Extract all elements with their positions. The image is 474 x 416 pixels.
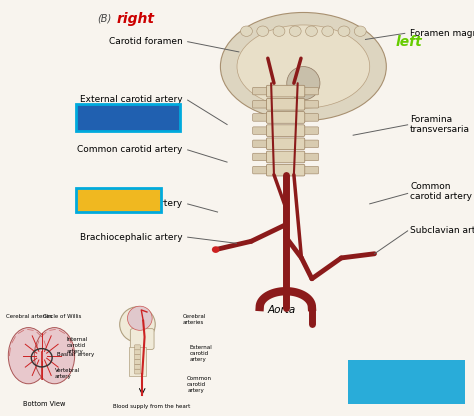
Ellipse shape xyxy=(257,26,269,36)
FancyBboxPatch shape xyxy=(266,164,305,176)
Circle shape xyxy=(212,246,219,253)
Text: Common carotid artery: Common carotid artery xyxy=(77,145,182,154)
Ellipse shape xyxy=(354,26,366,36)
Ellipse shape xyxy=(338,26,350,36)
Text: SKETCHFAB: SKETCHFAB xyxy=(368,367,445,380)
FancyBboxPatch shape xyxy=(266,151,305,163)
FancyBboxPatch shape xyxy=(302,166,319,174)
Text: Brachiocephalic artery: Brachiocephalic artery xyxy=(80,233,182,242)
FancyBboxPatch shape xyxy=(253,153,269,161)
FancyBboxPatch shape xyxy=(302,114,319,121)
FancyBboxPatch shape xyxy=(302,87,319,95)
FancyBboxPatch shape xyxy=(129,347,146,376)
FancyBboxPatch shape xyxy=(253,140,269,148)
Ellipse shape xyxy=(273,26,285,36)
Text: External carotid artery: External carotid artery xyxy=(80,95,182,104)
Ellipse shape xyxy=(287,67,320,100)
Text: Circle of Willis: Circle of Willis xyxy=(374,388,438,397)
FancyBboxPatch shape xyxy=(266,111,305,123)
FancyBboxPatch shape xyxy=(253,114,269,121)
Text: Common
carotid artery: Common carotid artery xyxy=(410,182,472,201)
Ellipse shape xyxy=(8,328,48,384)
FancyBboxPatch shape xyxy=(135,345,140,350)
FancyBboxPatch shape xyxy=(135,354,140,359)
Ellipse shape xyxy=(34,328,75,384)
FancyBboxPatch shape xyxy=(253,101,269,108)
FancyBboxPatch shape xyxy=(135,364,140,369)
Text: Internal
carotid
artery: Internal carotid artery xyxy=(66,337,88,354)
FancyBboxPatch shape xyxy=(348,360,465,404)
FancyBboxPatch shape xyxy=(76,188,161,212)
FancyBboxPatch shape xyxy=(302,140,319,148)
FancyBboxPatch shape xyxy=(135,359,140,364)
Ellipse shape xyxy=(240,26,252,36)
Ellipse shape xyxy=(128,306,152,330)
Text: External
carotid
artery: External carotid artery xyxy=(190,345,212,362)
Text: right: right xyxy=(116,12,154,27)
FancyBboxPatch shape xyxy=(130,329,154,349)
Text: Foramina
transversaria: Foramina transversaria xyxy=(410,115,470,134)
Text: left: left xyxy=(396,35,422,50)
Text: Cerebral arteries: Cerebral arteries xyxy=(6,314,52,319)
Text: (B): (B) xyxy=(97,13,111,23)
Text: Cerebral
arteries: Cerebral arteries xyxy=(182,314,206,325)
Text: Bottom View: Bottom View xyxy=(23,401,65,407)
FancyBboxPatch shape xyxy=(266,99,305,110)
FancyBboxPatch shape xyxy=(266,85,305,97)
FancyBboxPatch shape xyxy=(302,153,319,161)
Text: Vertebral
artery: Vertebral artery xyxy=(55,368,80,379)
Ellipse shape xyxy=(237,25,370,108)
FancyBboxPatch shape xyxy=(266,125,305,136)
Text: Aorta: Aorta xyxy=(268,305,296,315)
Ellipse shape xyxy=(289,26,301,36)
Ellipse shape xyxy=(220,12,386,121)
Ellipse shape xyxy=(322,26,334,36)
FancyBboxPatch shape xyxy=(76,104,180,131)
Text: Common
carotid
artery: Common carotid artery xyxy=(187,376,212,393)
Ellipse shape xyxy=(119,307,155,342)
Text: Blood supply from the heart: Blood supply from the heart xyxy=(113,404,190,409)
FancyBboxPatch shape xyxy=(253,127,269,134)
FancyBboxPatch shape xyxy=(135,369,140,374)
Text: Carotid foramen: Carotid foramen xyxy=(109,37,182,46)
Text: Circle of Willis: Circle of Willis xyxy=(43,314,81,319)
FancyBboxPatch shape xyxy=(302,127,319,134)
Text: Basilar artery: Basilar artery xyxy=(57,352,94,357)
Text: Subclavian artery: Subclavian artery xyxy=(410,226,474,235)
FancyBboxPatch shape xyxy=(302,101,319,108)
FancyBboxPatch shape xyxy=(266,138,305,150)
Text: Foramen magnum: Foramen magnum xyxy=(410,29,474,38)
FancyBboxPatch shape xyxy=(253,166,269,174)
FancyBboxPatch shape xyxy=(253,87,269,95)
FancyBboxPatch shape xyxy=(135,350,140,355)
Text: Subclavian artery: Subclavian artery xyxy=(102,199,182,208)
Ellipse shape xyxy=(306,26,318,36)
